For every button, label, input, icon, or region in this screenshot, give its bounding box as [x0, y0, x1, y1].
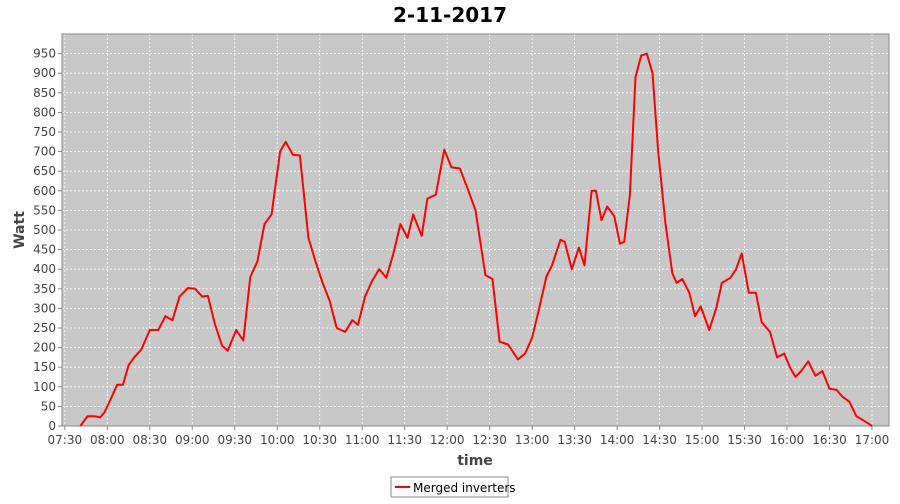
y-tick-label: 300 [33, 301, 56, 315]
x-tick-label: 16:30 [812, 433, 847, 447]
y-tick-label: 100 [33, 380, 56, 394]
y-tick-label: 850 [33, 86, 56, 100]
x-tick-label: 15:30 [727, 433, 762, 447]
legend-label: Merged inverters [413, 481, 516, 495]
x-tick-label: 07:30 [48, 433, 83, 447]
y-tick-label: 700 [33, 145, 56, 159]
x-tick-label: 09:00 [175, 433, 210, 447]
chart-title: 2-11-2017 [393, 3, 507, 27]
y-tick-label: 450 [33, 243, 56, 257]
x-tick-label: 11:00 [345, 433, 380, 447]
x-tick-label: 08:00 [90, 433, 125, 447]
y-tick-label: 950 [33, 47, 56, 61]
y-tick-label: 200 [33, 341, 56, 355]
x-tick-label: 16:00 [770, 433, 805, 447]
y-tick-label: 350 [33, 282, 56, 296]
y-tick-label: 600 [33, 184, 56, 198]
y-tick-label: 900 [33, 66, 56, 80]
x-tick-label: 10:30 [302, 433, 337, 447]
legend-box [390, 476, 509, 498]
x-tick-label: 13:30 [557, 433, 592, 447]
series-line [79, 52, 873, 427]
y-tick-label: 400 [33, 262, 56, 276]
x-tick-label: 12:30 [472, 433, 507, 447]
y-tick-label: 800 [33, 105, 56, 119]
y-tick-label: 150 [33, 360, 56, 374]
y-tick-label: 550 [33, 203, 56, 217]
x-tick-label: 12:00 [430, 433, 465, 447]
plot-border [61, 33, 890, 427]
y-tick-label: 500 [33, 223, 56, 237]
x-tick-label: 08:30 [133, 433, 168, 447]
x-tick-label: 14:00 [600, 433, 635, 447]
y-tick-label: 50 [41, 399, 56, 413]
x-axis-label: time [457, 453, 493, 469]
x-tick-label: 15:00 [685, 433, 720, 447]
x-tick-label: 13:00 [515, 433, 550, 447]
y-tick-label: 650 [33, 164, 56, 178]
x-tick-label: 10:00 [260, 433, 295, 447]
x-tick-label: 14:30 [642, 433, 677, 447]
x-tick-label: 11:30 [387, 433, 422, 447]
y-tick-label: 0 [48, 419, 56, 433]
y-tick-label: 750 [33, 125, 56, 139]
x-tick-label: 09:30 [217, 433, 252, 447]
y-tick-label: 250 [33, 321, 56, 335]
y-axis-label: Watt [12, 211, 28, 249]
x-tick-label: 17:00 [855, 433, 890, 447]
